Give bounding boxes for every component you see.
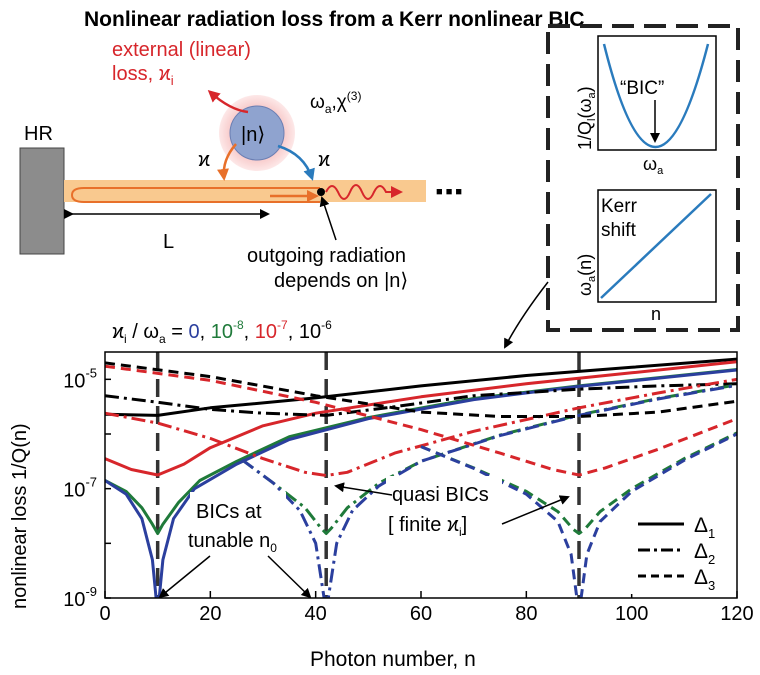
outgoing-line1: outgoing radiation [247,245,406,267]
kappa-legend: ϰi / ωa = 0, 10-8, 10-7, 10-6 [112,318,332,346]
y-tick-label-1: 10-7 [63,475,97,502]
resonator [229,105,285,161]
external-loss-line2: loss, ϰi [112,63,174,88]
waveguide [64,180,426,202]
bics-annotation-bg [190,492,286,560]
series-line-8 [105,361,737,418]
coupling-left-label: ϰ [198,149,210,171]
kappa-entry-0: 0 [188,321,199,343]
bics-annotation-1: BICs at [196,501,262,523]
output-port-dot [317,188,325,196]
x-axis-label: Photon number, n [310,648,476,671]
style-legend-label-1: Δ2 [694,540,715,567]
style-legend-label-0: Δ1 [694,514,715,541]
series-line-0 [105,357,737,417]
inset-bottom-annotation-2: shift [601,220,637,241]
kappa-entry-3: 10 [299,321,321,343]
bics-arrow-left [158,555,211,599]
x-tick-label-4: 80 [515,603,537,625]
coupling-right-label: ϰ [318,149,330,171]
figure-title: Nonlinear radiation loss from a Kerr non… [84,8,585,31]
inset: “BIC” 1/Ql(ωa) ωa Kerr shift ωa(n) n [546,24,740,332]
inset-bottom-annotation-1: Kerr [601,196,638,217]
x-ticks: 0 20 40 60 80 100 120 [99,591,754,625]
y-ticks: 10-9 10-7 10-5 [63,365,111,611]
external-loss-line1: external (linear) [112,39,251,61]
inset-to-plot-pointer [504,281,549,349]
series-line-4 [105,382,737,417]
quasi-annotation-2: [ finite ϰi] [388,514,467,539]
inset-top-ylabel: 1/Ql(ωa) [575,86,598,150]
series-line-10 [420,431,737,535]
external-loss-arrow [207,89,249,114]
y-tick-label-0: 10-9 [63,584,97,611]
series-line-11 [420,432,737,598]
kappa-entry-1: 10 [211,321,233,343]
x-tick-label-3: 60 [410,603,432,625]
bics-annotation-2: tunable n0 [188,530,277,555]
series-line-3 [105,368,737,598]
outgoing-wave [325,184,403,200]
coupling-right-arrow [277,144,315,181]
series-line-7 [241,383,737,598]
quasi-arrow-left [334,482,393,496]
x-tick-label-6: 120 [720,603,753,625]
quasi-annotation-1: quasi BICs [392,484,489,506]
series-layer [105,357,737,598]
inset-top-annotation: “BIC” [620,78,664,99]
ellipsis: ■ ■ ■ [436,186,462,198]
series-line-1 [105,360,737,477]
main-chart: 0 20 40 60 80 100 120 10-9 10-7 10-5 Photon numb… [9,351,754,671]
style-legend-label-2: Δ3 [694,566,715,593]
inset-kerr-line [600,193,712,299]
outgoing-pointer [319,196,337,241]
bics-arrow-right [267,555,312,599]
x-tick-label-1: 20 [199,603,221,625]
quasi-arrow-right [501,495,570,525]
hr-mirror [19,147,65,255]
x-tick-label-2: 40 [305,603,327,625]
state-label: |n⟩ [241,124,265,146]
y-tick-label-2: 10-5 [63,365,97,392]
schematic: HR |n⟩ external (linear) loss, ϰi ϰ ϰ ωa… [19,39,462,292]
quasi-annotation-bg [386,476,502,542]
inset-top-xlabel: ωa [643,154,664,177]
hr-label: HR [24,123,53,145]
inset-bottom-xlabel: n [651,304,661,324]
x-tick-label-0: 0 [99,603,110,625]
inset-parabola [602,43,710,149]
series-line-5 [105,377,737,477]
inset-bottom-ylabel: ωa(n) [575,254,598,296]
mode-parameters: ωa,χ(3) [310,89,361,116]
outgoing-line2: depends on |n⟩ [274,270,408,292]
y-axis-label: nonlinear loss 1/Q(n) [9,423,31,609]
kappa-entry-2: 10 [255,321,277,343]
series-line-9 [105,364,737,477]
cavity-mode-outline [70,187,320,203]
length-label: L [163,231,174,253]
x-tick-label-5: 100 [615,603,648,625]
coupling-left-arrow [217,143,237,181]
